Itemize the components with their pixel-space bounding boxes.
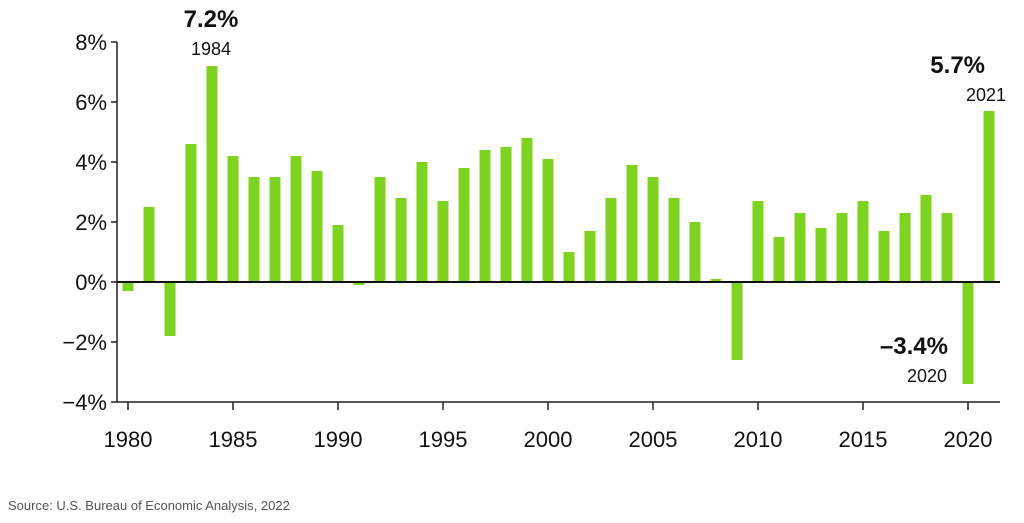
bar-2004 bbox=[626, 165, 638, 282]
bar-2014 bbox=[836, 213, 848, 282]
x-tick-label: 2000 bbox=[524, 427, 573, 452]
bar-1998 bbox=[500, 147, 512, 282]
x-tick-label: 1980 bbox=[104, 427, 153, 452]
bar-1983 bbox=[185, 144, 197, 282]
annotation-2021-value: 5.7% bbox=[930, 52, 985, 79]
bar-1981 bbox=[143, 207, 155, 282]
bar-2019 bbox=[941, 213, 953, 282]
bar-1992 bbox=[374, 177, 386, 282]
bar-2013 bbox=[815, 228, 827, 282]
bar-1987 bbox=[269, 177, 281, 282]
bar-2011 bbox=[773, 237, 785, 282]
y-tick-label: −4% bbox=[62, 390, 107, 415]
source-note: Source: U.S. Bureau of Economic Analysis… bbox=[8, 498, 290, 513]
bar-1988 bbox=[290, 156, 302, 282]
bar-2017 bbox=[899, 213, 911, 282]
x-tick-label: 1990 bbox=[314, 427, 363, 452]
x-tick-label: 2015 bbox=[839, 427, 888, 452]
annotation-2020-year: 2020 bbox=[907, 366, 947, 386]
bar-2010 bbox=[752, 201, 764, 282]
annotation-2020-value: –3.4% bbox=[880, 333, 948, 360]
bar-1990 bbox=[332, 225, 344, 282]
bar-1984 bbox=[206, 66, 218, 282]
y-tick-label: −2% bbox=[62, 330, 107, 355]
bar-1980 bbox=[122, 282, 134, 291]
bar-2000 bbox=[542, 159, 554, 282]
bar-2006 bbox=[668, 198, 680, 282]
y-tick-label: 0% bbox=[75, 270, 107, 295]
y-axis-ticks: −4% −2% 0% 2% 4% 6% 8% bbox=[62, 30, 117, 415]
bar-2003 bbox=[605, 198, 617, 282]
y-tick-label: 8% bbox=[75, 30, 107, 55]
bar-1996 bbox=[458, 168, 470, 282]
x-tick-label: 1995 bbox=[419, 427, 468, 452]
bar-1985 bbox=[227, 156, 239, 282]
bar-2001 bbox=[563, 252, 575, 282]
bar-2008 bbox=[710, 279, 722, 282]
x-tick-label: 2020 bbox=[944, 427, 993, 452]
x-axis-ticks: 1980 1985 1990 1995 2000 2005 2010 2015 2020 bbox=[104, 402, 993, 452]
y-tick-label: 2% bbox=[75, 210, 107, 235]
annotation-2021-year: 2021 bbox=[966, 85, 1006, 105]
bar-2021 bbox=[983, 111, 995, 282]
bar-2009 bbox=[731, 282, 743, 360]
bar-2005 bbox=[647, 177, 659, 282]
bar-1986 bbox=[248, 177, 260, 282]
bar-1997 bbox=[479, 150, 491, 282]
bar-2015 bbox=[857, 201, 869, 282]
bar-group bbox=[122, 66, 995, 384]
y-tick-label: 4% bbox=[75, 150, 107, 175]
bar-2002 bbox=[584, 231, 596, 282]
x-tick-label: 1985 bbox=[209, 427, 258, 452]
bar-2007 bbox=[689, 222, 701, 282]
bar-2012 bbox=[794, 213, 806, 282]
bar-2018 bbox=[920, 195, 932, 282]
bar-1999 bbox=[521, 138, 533, 282]
x-tick-label: 2005 bbox=[629, 427, 678, 452]
bar-2016 bbox=[878, 231, 890, 282]
y-tick-label: 6% bbox=[75, 90, 107, 115]
bar-1995 bbox=[437, 201, 449, 282]
x-tick-label: 2010 bbox=[734, 427, 783, 452]
annotation-1984-value: 7.2% bbox=[184, 6, 239, 33]
bar-1993 bbox=[395, 198, 407, 282]
bar-1989 bbox=[311, 171, 323, 282]
bar-1991 bbox=[353, 282, 365, 285]
bar-2020 bbox=[962, 282, 974, 384]
bar-1994 bbox=[416, 162, 428, 282]
bar-1982 bbox=[164, 282, 176, 336]
annotation-1984-year: 1984 bbox=[191, 39, 231, 59]
